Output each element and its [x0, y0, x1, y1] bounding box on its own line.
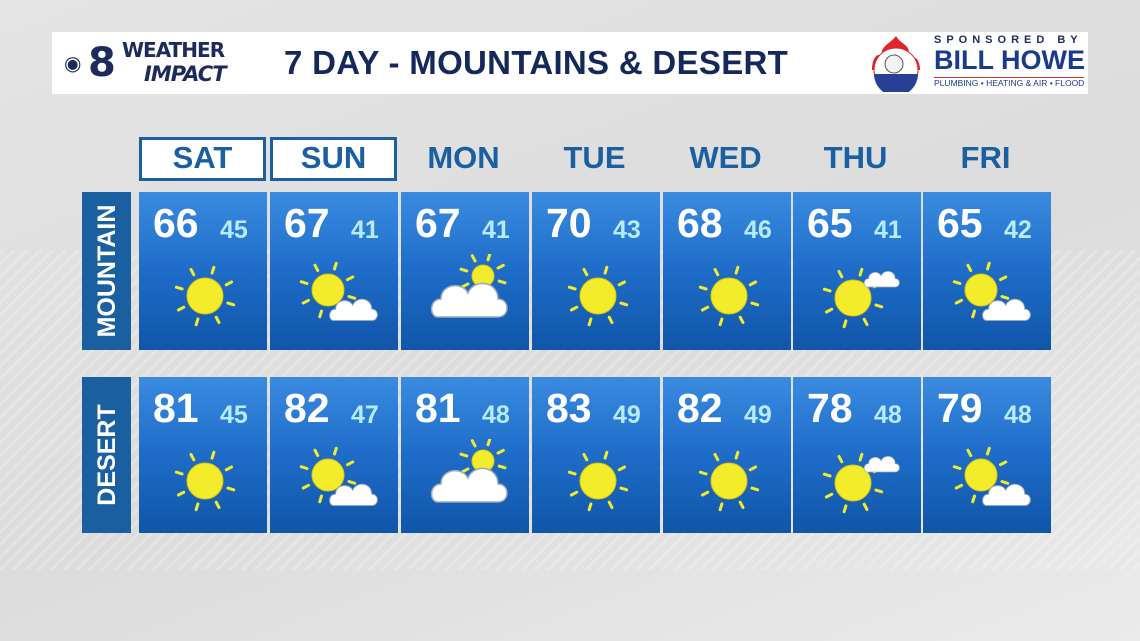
cloud-icon [430, 282, 508, 318]
low-temp: 42 [1004, 216, 1032, 244]
low-temp: 45 [220, 216, 248, 244]
row-label-text: MOUNTAIN [92, 204, 121, 338]
high-temp: 68 [677, 200, 723, 246]
sun-icon [566, 264, 630, 328]
weather-impact-logo: ◉ 8 WEATHER IMPACT [64, 40, 264, 86]
low-temp: 43 [613, 216, 641, 244]
logo-impact: IMPACT [144, 62, 227, 86]
day-header-thu: THU [823, 140, 888, 175]
low-temp: 48 [1004, 401, 1032, 429]
sun-icon [821, 266, 885, 330]
high-temp: 78 [807, 385, 853, 431]
flame-mascot-icon [872, 36, 920, 92]
forecast-cell: 83 49 [532, 377, 660, 533]
sunny-icon [687, 254, 771, 338]
low-temp: 45 [220, 401, 248, 429]
forecast-cell: 65 42 [923, 192, 1051, 350]
forecast-cell: 81 48 [401, 377, 529, 533]
forecast-cell: 67 41 [401, 192, 529, 350]
partly-cloudy-icon [294, 254, 378, 338]
high-temp: 82 [677, 385, 723, 431]
day-header-wed: WED [689, 140, 762, 175]
high-temp: 66 [153, 200, 199, 246]
sun-icon [951, 260, 1011, 320]
day-header-fri: FRI [960, 140, 1011, 175]
sunny-icon [687, 439, 771, 523]
day-header-sun: SUN [270, 137, 397, 181]
forecast-cell: 67 41 [270, 192, 398, 350]
partly-cloudy-icon [947, 254, 1031, 338]
mostly-cloudy-icon [425, 436, 509, 523]
forecast-cell: 82 47 [270, 377, 398, 533]
sun-icon [173, 449, 237, 513]
sponsor-services: PLUMBING • HEATING & AIR • FLOOD [934, 77, 1085, 88]
low-temp: 41 [351, 216, 379, 244]
low-temp: 49 [613, 401, 641, 429]
sun-icon [697, 264, 761, 328]
mostly-cloudy-icon [425, 251, 509, 338]
low-temp: 47 [351, 401, 379, 429]
cloud-icon [982, 483, 1031, 506]
forecast-cell: 78 48 [793, 377, 921, 533]
row-label-desert: DESERT [82, 377, 131, 533]
high-temp: 67 [415, 200, 461, 246]
forecast-cell: 65 41 [793, 192, 921, 350]
sponsor-label: SPONSORED BY [934, 34, 1083, 46]
sun-icon [697, 449, 761, 513]
day-header-tue: TUE [563, 140, 626, 175]
forecast-cell: 68 46 [663, 192, 791, 350]
high-temp: 81 [415, 385, 461, 431]
sunny-icon [556, 439, 640, 523]
cloud-icon [982, 298, 1031, 321]
partly-cloudy-icon [947, 439, 1031, 523]
cloud-icon [329, 298, 378, 321]
forecast-cell: 81 45 [139, 377, 267, 533]
partly-cloudy-icon [294, 439, 378, 523]
cbs-eye-icon: ◉ [64, 51, 82, 75]
forecast-cell: 70 43 [532, 192, 660, 350]
high-temp: 79 [937, 385, 983, 431]
high-temp: 81 [153, 385, 199, 431]
logo-8: 8 [88, 40, 116, 86]
cloud-icon [430, 467, 508, 503]
forecast-cell: 79 48 [923, 377, 1051, 533]
cloud-icon [329, 483, 378, 506]
row-label-mountain: MOUNTAIN [82, 192, 131, 350]
low-temp: 46 [744, 216, 772, 244]
day-header-sat: SAT [139, 137, 266, 181]
low-temp: 48 [482, 401, 510, 429]
high-temp: 67 [284, 200, 330, 246]
low-temp: 49 [744, 401, 772, 429]
forecast-cell: 66 45 [139, 192, 267, 350]
header-banner: ◉ 8 WEATHER IMPACT 7 DAY - MOUNTAINS & D… [52, 32, 1088, 94]
cloud-icon [863, 456, 900, 473]
sun-icon [951, 445, 1011, 505]
logo-weather: WEATHER [122, 38, 225, 62]
high-temp: 70 [546, 200, 592, 246]
low-temp: 48 [874, 401, 902, 429]
high-temp: 65 [937, 200, 983, 246]
sponsor-logo: SPONSORED BY BILL HOWE PLUMBING • HEATIN… [868, 32, 1088, 94]
sun-icon [173, 264, 237, 328]
sun-icon [298, 260, 358, 320]
sun-icon [566, 449, 630, 513]
sponsor-name: BILL HOWE [934, 45, 1085, 75]
high-temp: 83 [546, 385, 592, 431]
mostly-sunny-icon [817, 439, 901, 523]
sunny-icon [163, 439, 247, 523]
mostly-sunny-icon [817, 254, 901, 338]
sunny-icon [163, 254, 247, 338]
sunny-icon [556, 254, 640, 338]
high-temp: 82 [284, 385, 330, 431]
low-temp: 41 [482, 216, 510, 244]
forecast-cell: 82 49 [663, 377, 791, 533]
day-header-mon: MON [427, 140, 500, 175]
row-label-text: DESERT [92, 404, 121, 506]
page-title: 7 DAY - MOUNTAINS & DESERT [284, 44, 789, 81]
high-temp: 65 [807, 200, 853, 246]
cloud-icon [863, 271, 900, 288]
low-temp: 41 [874, 216, 902, 244]
